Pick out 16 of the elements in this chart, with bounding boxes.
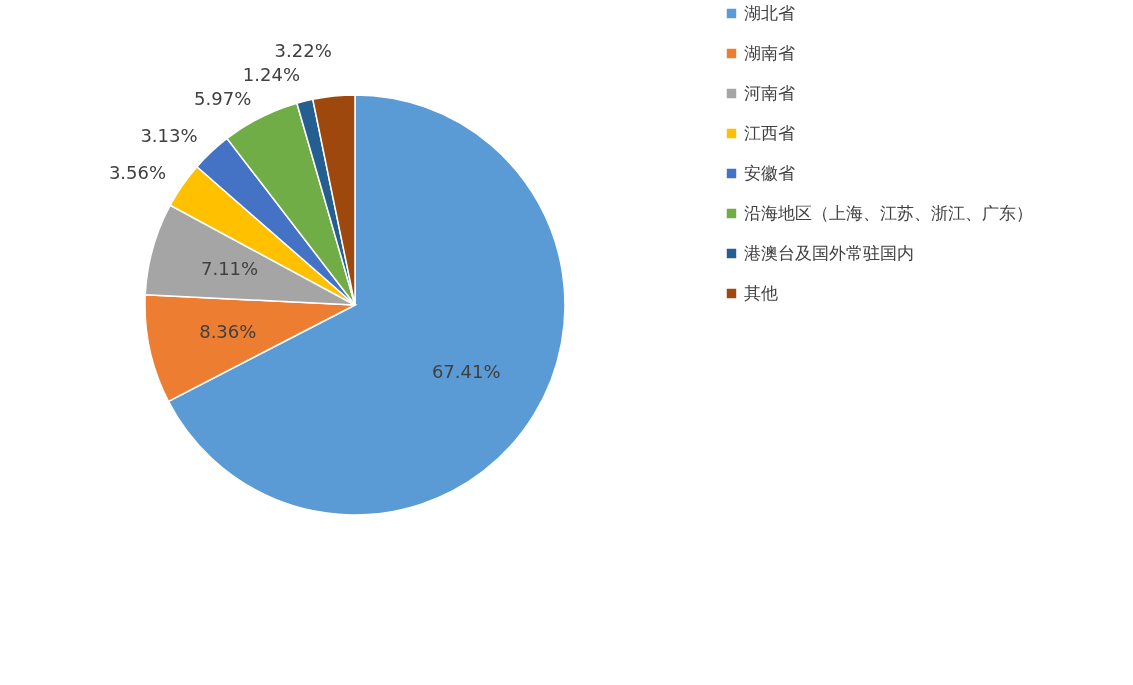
data-label: 5.97% (194, 87, 252, 109)
legend-label: 沿海地区（上海、江苏、浙江、广东） (744, 202, 1033, 223)
data-label: 3.13% (140, 125, 198, 147)
legend-label: 其他 (744, 282, 778, 303)
data-label: 7.11% (200, 258, 259, 280)
data-label: 8.36% (199, 320, 257, 342)
legend-label: 河南省 (744, 82, 795, 103)
legend-label: 港澳台及国外常驻国内 (744, 242, 914, 263)
legend-label: 湖北省 (744, 2, 795, 23)
data-label: 3.56% (108, 161, 167, 183)
data-label: 1.24% (242, 63, 301, 85)
data-label: 3.22% (274, 39, 332, 61)
legend-label: 安徽省 (744, 162, 795, 183)
data-label: 67.41% (431, 360, 501, 382)
legend-label: 江西省 (744, 122, 795, 143)
legend-label: 湖南省 (744, 42, 795, 63)
